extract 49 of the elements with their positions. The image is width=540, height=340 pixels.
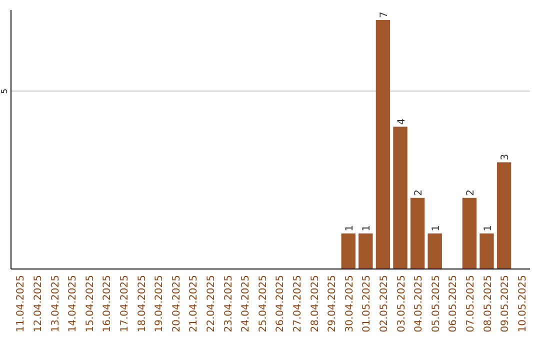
data-label: 4	[396, 118, 408, 125]
bar	[393, 126, 408, 269]
x-tick-label: 29.04.2025	[327, 275, 338, 332]
data-label: 1	[344, 225, 356, 232]
bar	[428, 233, 442, 269]
x-tick-label: 19.04.2025	[154, 275, 166, 332]
data-label: 2	[465, 189, 476, 196]
x-tick-label: 03.05.2025	[396, 275, 408, 332]
bar	[376, 20, 390, 269]
x-tick-label: 15.04.2025	[84, 275, 96, 332]
bar	[341, 233, 356, 269]
data-label: 2	[414, 189, 425, 196]
x-tick-label: 10.05.2025	[517, 275, 528, 332]
x-tick-label: 07.05.2025	[465, 275, 476, 332]
bar	[462, 198, 477, 269]
y-tick-label: 5	[0, 88, 9, 94]
x-tick-label: 06.05.2025	[448, 275, 460, 332]
bar	[496, 162, 512, 269]
x-tick-label: 05.05.2025	[430, 275, 442, 332]
x-tick-label: 30.04.2025	[344, 275, 356, 332]
x-tick-label: 12.04.2025	[32, 275, 44, 332]
data-label: 1	[430, 225, 442, 232]
x-tick-label: 02.05.2025	[378, 275, 390, 332]
data-label: 1	[362, 225, 373, 232]
x-tick-label: 25.04.2025	[258, 275, 269, 332]
x-tick-label: 13.04.2025	[50, 275, 62, 332]
x-tick-label: 24.04.2025	[240, 275, 252, 332]
x-tick-label: 11.04.2025	[16, 275, 27, 332]
x-tick-label: 08.05.2025	[482, 275, 494, 332]
x-tick-label: 04.05.2025	[414, 275, 425, 332]
bar	[358, 233, 373, 269]
data-label: 7	[378, 12, 390, 18]
x-tick-label: 01.05.2025	[362, 275, 373, 332]
x-tick-label: 14.04.2025	[68, 275, 79, 332]
x-tick-label: 27.04.2025	[292, 275, 304, 332]
x-tick-label: 22.04.2025	[206, 275, 217, 332]
x-tick-label: 20.04.2025	[171, 275, 182, 332]
x-tick-label: 23.04.2025	[223, 275, 234, 332]
x-tick-label: 28.04.2025	[310, 275, 321, 332]
bar	[480, 233, 494, 269]
bar	[410, 198, 425, 269]
x-tick-label: 18.04.2025	[136, 275, 148, 332]
x-tick-label: 16.04.2025	[102, 275, 114, 332]
data-label: 1	[482, 225, 494, 232]
data-label: 3	[500, 154, 512, 160]
x-tick-label: 26.04.2025	[275, 275, 286, 332]
x-tick-label: 17.04.2025	[119, 275, 130, 332]
x-tick-label: 09.05.2025	[500, 275, 512, 332]
x-tick-label: 21.04.2025	[188, 275, 200, 332]
